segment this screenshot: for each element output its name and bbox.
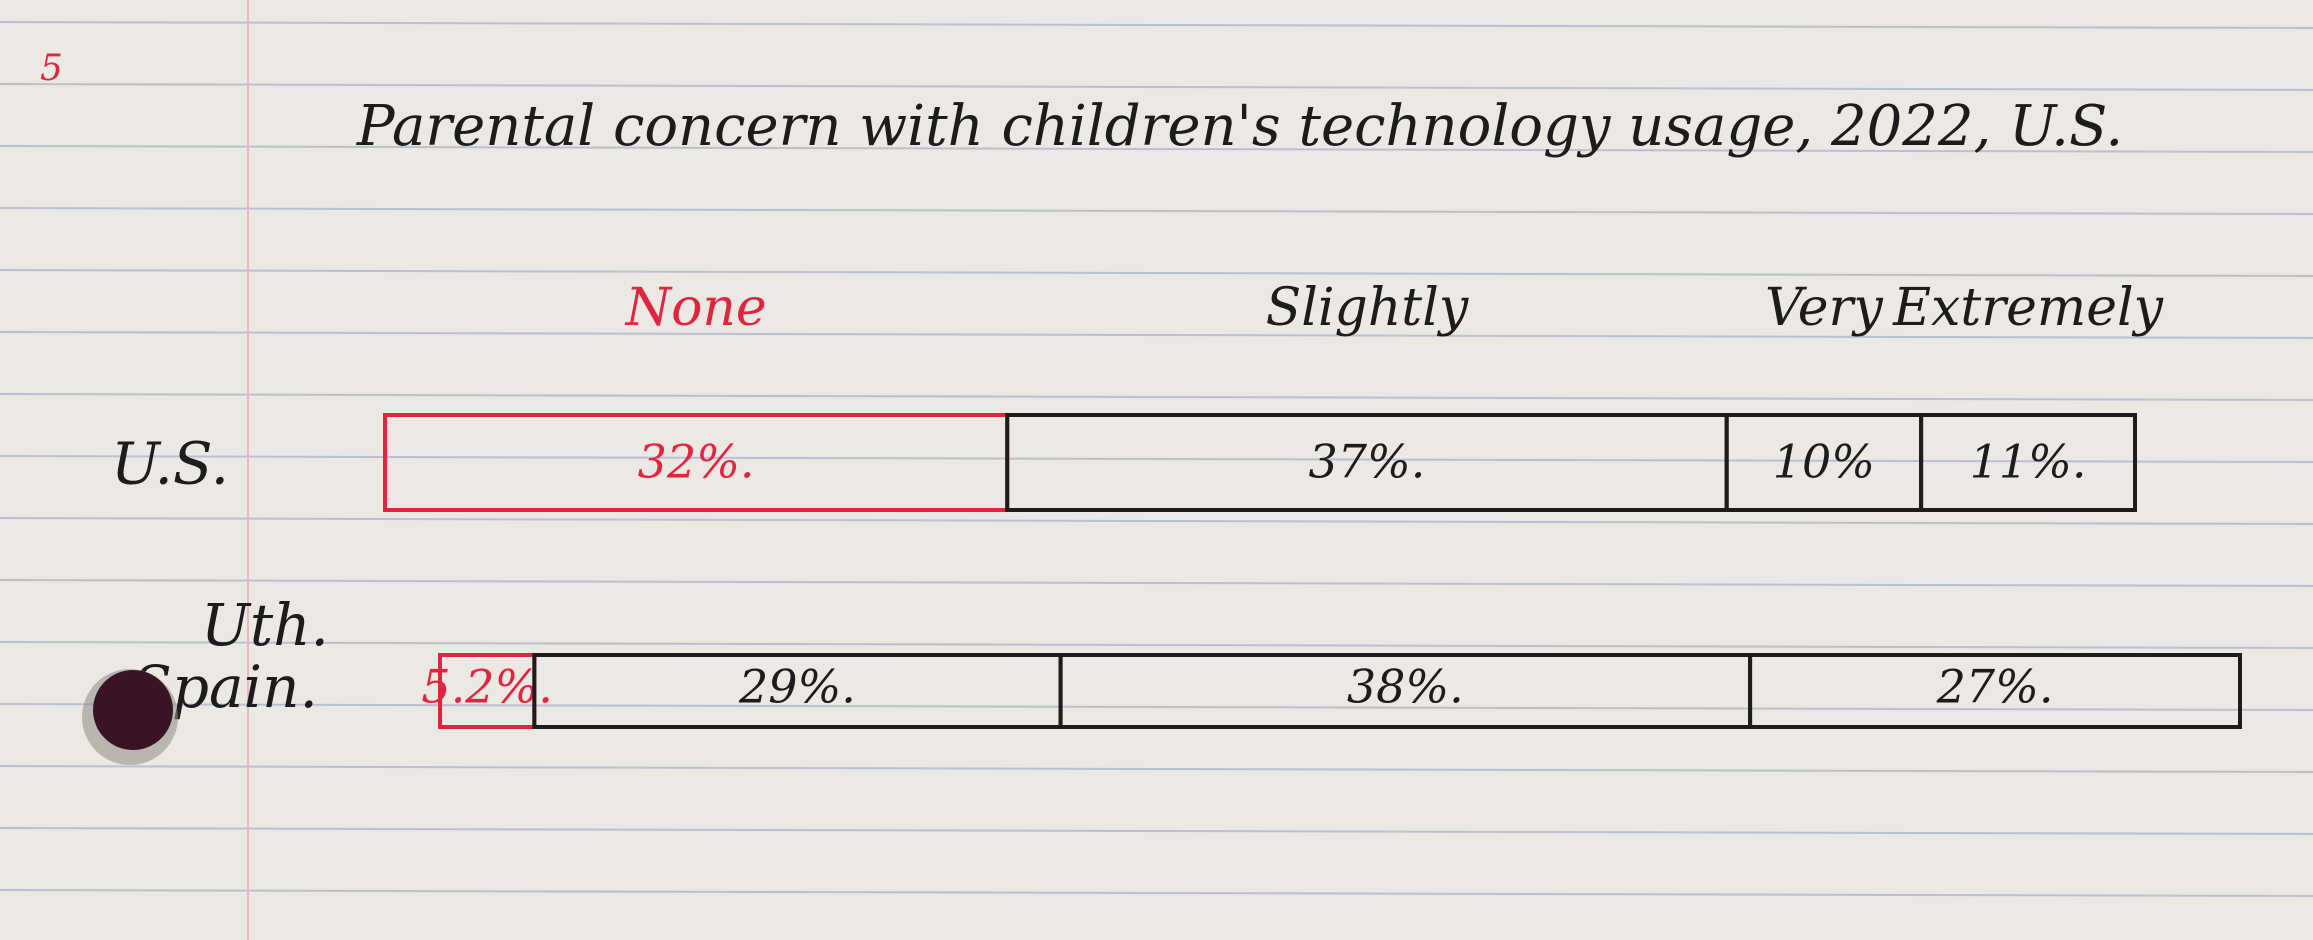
legend-none: None [624,278,767,338]
category-note: Uth. [201,591,329,659]
data-label-extremely: 11%. [1970,435,2087,489]
rule-line [0,579,2313,587]
legend: None Slightly Very Extremely [624,278,2164,338]
category-label: U.S. [111,429,229,497]
stacked-bars: U.S. 32%. 37%. 10% 11%.Spain.Uth.5.2%. 29%. 38… [111,413,2243,729]
rule-line [0,393,2313,401]
data-label-very: 10% [1773,435,1875,489]
rule-line [0,331,2313,339]
rule-line [0,21,2313,29]
data-label-none: 5.2%. [421,660,553,714]
legend-slightly: Slightly [1266,278,1469,338]
rule-line [0,207,2313,215]
rule-line [0,641,2313,649]
rule-line [0,83,2313,91]
bar-segment-extremely [1748,653,2243,729]
data-label-slightly: 37%. [1309,435,1426,489]
rule-line [0,455,2313,463]
data-label-slightly: 29%. [738,660,856,714]
rule-line [0,269,2313,277]
punch-hole [82,669,178,765]
data-label-very: 38%. [1347,660,1464,714]
chart-title: Parental concern with children's technol… [356,94,2123,159]
ruled-lines [0,21,2313,897]
bar-row-us: U.S. 32%. 37%. 10% 11%. [111,413,2137,512]
bar-segment-extremely [1919,413,2137,512]
rule-line [0,765,2313,773]
legend-very: Very [1765,278,1883,338]
data-label-none: 32%. [638,435,755,489]
rule-line [0,517,2313,525]
rule-line [0,889,2313,897]
legend-extremely: Extremely [1892,278,2164,338]
rule-line [0,703,2313,711]
data-label-extremely: 27%. [1936,660,2054,714]
rule-line [0,145,2313,153]
page-number: 5 [40,48,63,89]
rule-line [0,827,2313,835]
